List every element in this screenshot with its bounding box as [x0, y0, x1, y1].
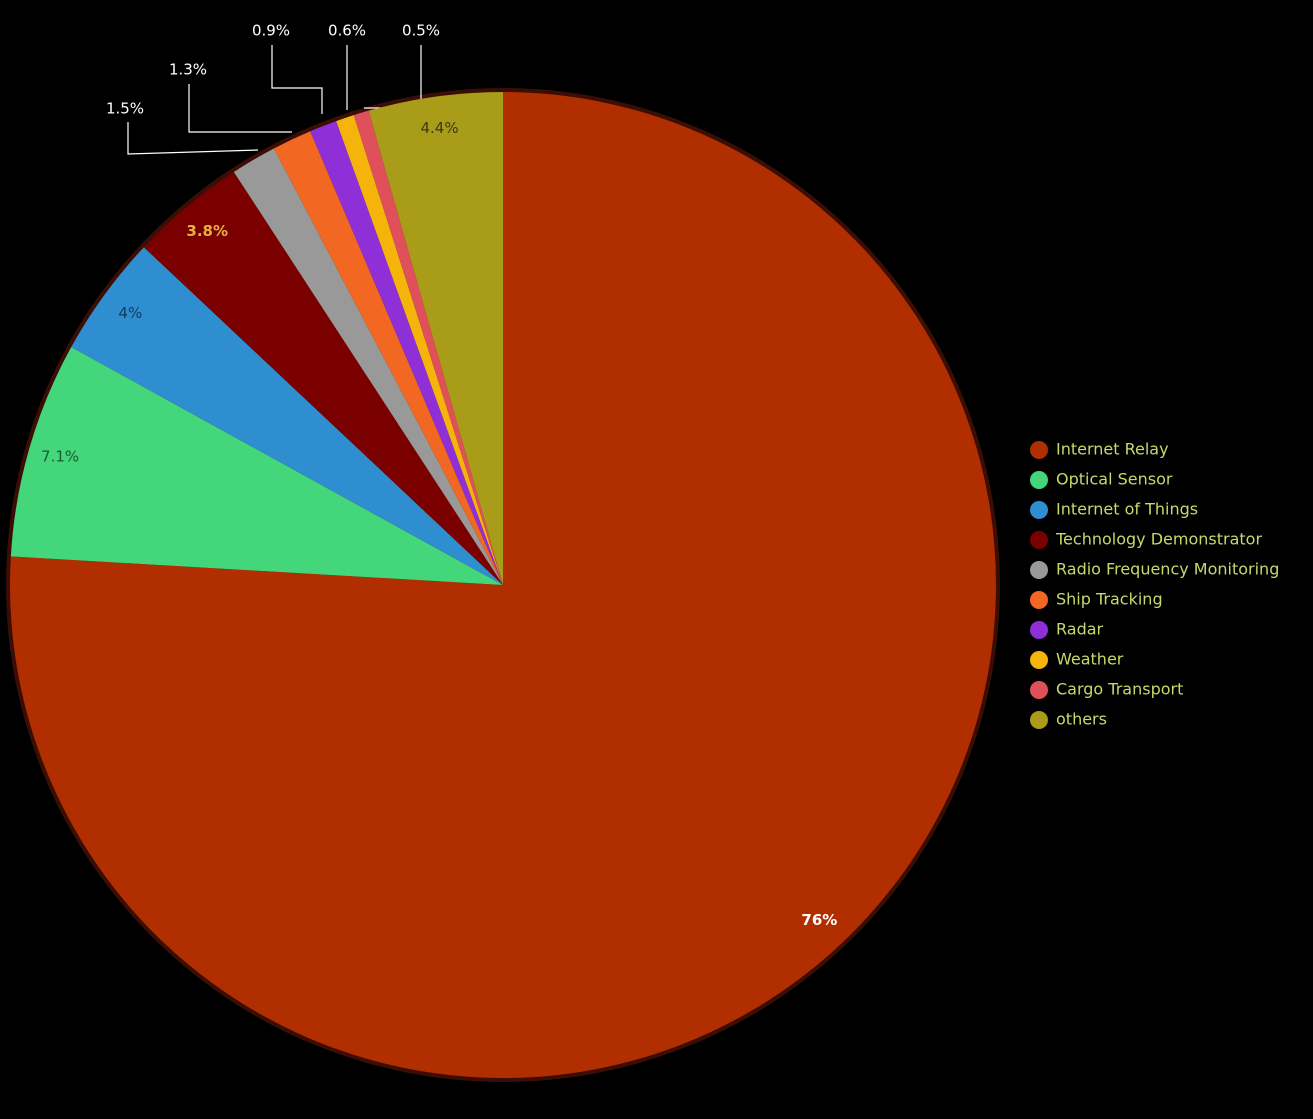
legend-text: Ship Tracking [1056, 590, 1163, 609]
data-label: 0.9% [252, 22, 290, 40]
legend-swatch [1030, 711, 1048, 729]
legend-text: Optical Sensor [1056, 470, 1173, 489]
pie-slice [353, 110, 503, 585]
pie-slice [310, 121, 503, 585]
legend-swatch [1030, 621, 1048, 639]
data-label: 1.3% [169, 61, 207, 79]
legend-text: Technology Demonstrator [1055, 530, 1262, 549]
pie-slice [71, 247, 503, 585]
callout-line [271, 45, 323, 114]
legend-text: Internet of Things [1056, 500, 1198, 519]
data-label: 4% [118, 304, 142, 322]
legend-text: others [1056, 710, 1107, 729]
legend-text: Weather [1056, 650, 1124, 669]
pie-slice [10, 347, 503, 585]
data-label: 1.5% [106, 100, 144, 118]
data-label: 0.5% [402, 22, 440, 40]
legend-text: Cargo Transport [1056, 680, 1183, 699]
legend-text: Radar [1056, 620, 1104, 639]
data-label: 0.6% [328, 22, 366, 40]
pie-slice [273, 131, 503, 585]
legend-swatch [1030, 531, 1048, 549]
legend-text: Radio Frequency Monitoring [1056, 560, 1279, 579]
data-label: 3.8% [186, 222, 228, 240]
data-label: 76% [801, 911, 837, 929]
pie-slice [368, 92, 503, 585]
data-label: 7.1% [41, 448, 79, 466]
legend-swatch [1030, 591, 1048, 609]
callout-line [127, 122, 259, 155]
legend-swatch [1030, 501, 1048, 519]
pie-slice [336, 115, 503, 585]
callout-line [188, 84, 292, 133]
legend-text: Internet Relay [1056, 440, 1169, 459]
legend-swatch [1030, 561, 1048, 579]
legend-swatch [1030, 651, 1048, 669]
legend-swatch [1030, 681, 1048, 699]
legend-swatch [1030, 471, 1048, 489]
pie-slice [143, 171, 503, 586]
pie-slice [233, 148, 503, 585]
legend-swatch [1030, 441, 1048, 459]
data-label: 4.4% [420, 119, 458, 137]
